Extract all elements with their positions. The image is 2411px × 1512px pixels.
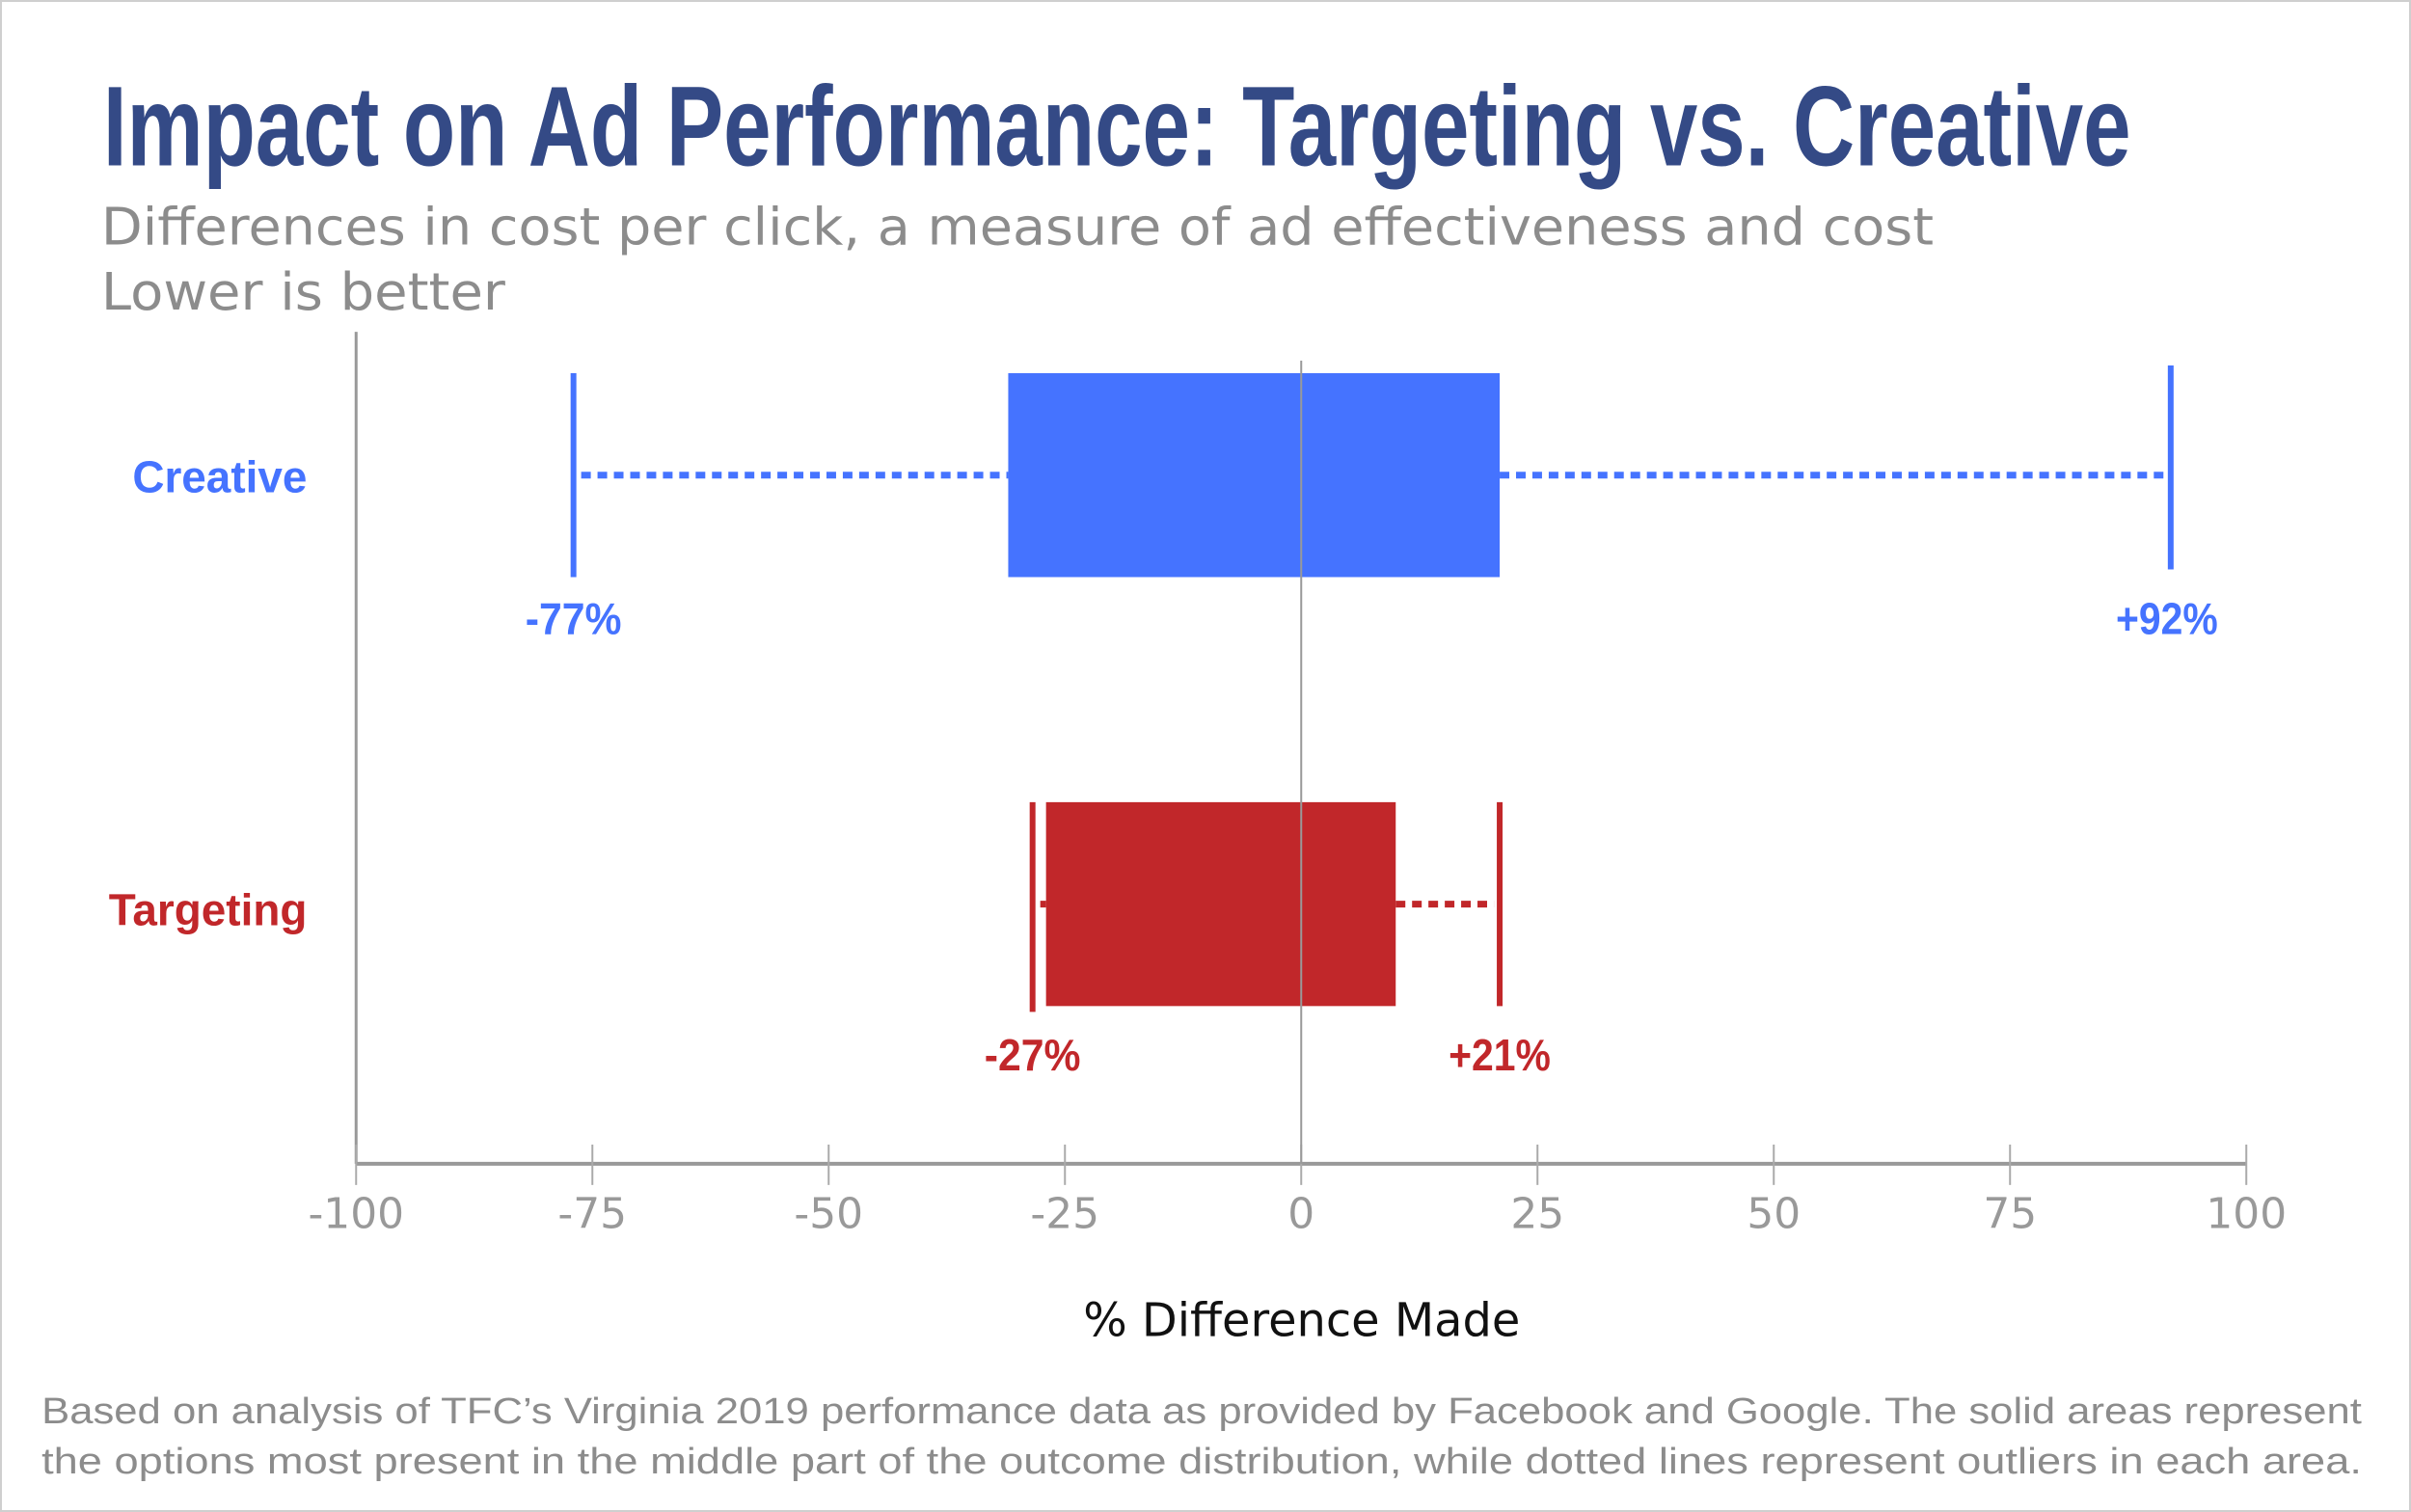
category-label: Creative	[132, 452, 307, 502]
box	[1008, 373, 1501, 578]
x-tick-label: 75	[1983, 1190, 2037, 1239]
x-tick-label: -100	[308, 1190, 404, 1239]
x-axis-label: % Difference Made	[1083, 1294, 1520, 1347]
value-label-high: +92%	[2116, 593, 2218, 643]
value-label-low: -77%	[526, 593, 622, 643]
value-label-high: +21%	[1449, 1030, 1551, 1080]
value-label-low: -27%	[985, 1030, 1081, 1080]
x-tick-label: -50	[794, 1190, 863, 1239]
chart-subtitle-1: Differences in cost per click, a measure…	[101, 196, 1934, 256]
chart-subtitle-2: Lower is better	[101, 261, 506, 322]
chart-title: Impact on Ad Performance: Targeting vs. …	[103, 63, 2131, 190]
footnote-line-1: Based on analysis of TFC’s Virginia 2019…	[41, 1391, 2362, 1432]
category-label: Targeting	[109, 885, 308, 935]
x-tick-label: 50	[1747, 1190, 1801, 1239]
x-tick-label: 0	[1287, 1190, 1314, 1239]
box	[1045, 801, 1396, 1007]
x-tick-label: 100	[2206, 1190, 2287, 1239]
x-tick-label: 25	[1510, 1190, 1564, 1239]
footnote-line-2: the options most present in the middle p…	[41, 1442, 2362, 1482]
x-tick-label: -75	[557, 1190, 627, 1239]
x-tick-label: -25	[1030, 1190, 1099, 1239]
